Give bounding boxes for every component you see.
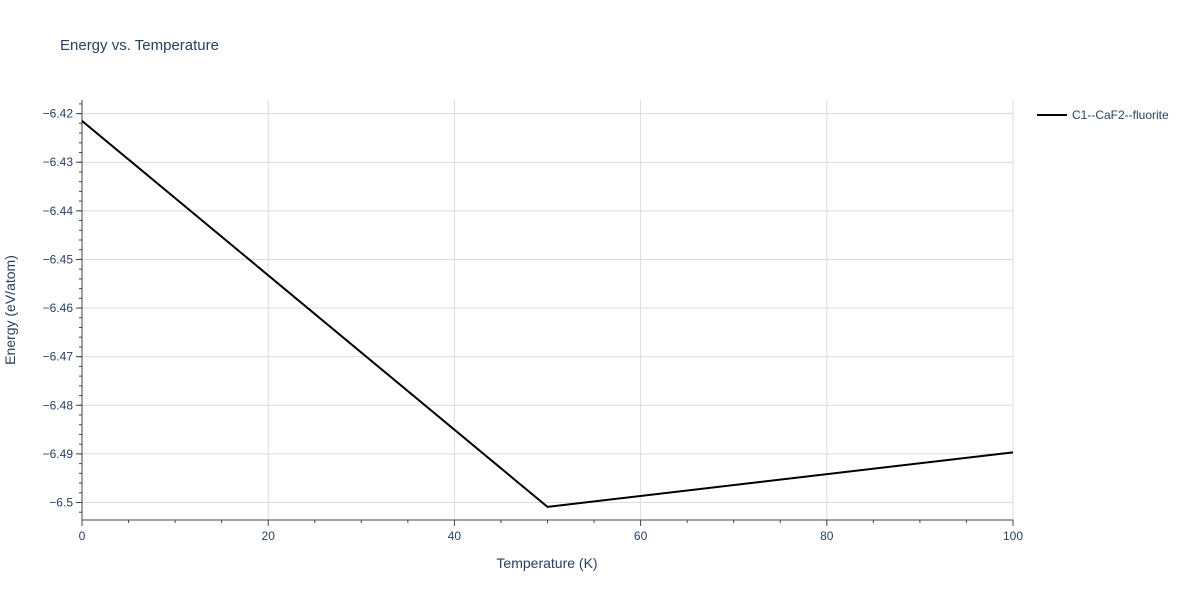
chart-title: Energy vs. Temperature xyxy=(60,37,219,54)
x-tick-label: 100 xyxy=(1003,529,1023,543)
x-tick-label: 80 xyxy=(820,529,834,543)
y-tick-label: −6.48 xyxy=(43,398,74,412)
y-tick-label: −6.43 xyxy=(43,155,74,169)
y-tick-label: −6.44 xyxy=(43,204,74,218)
y-tick-label: −6.5 xyxy=(49,496,73,510)
x-tick-label: 0 xyxy=(79,529,86,543)
grid-layer xyxy=(82,100,1014,520)
x-axis-title: Temperature (K) xyxy=(496,555,597,571)
legend-label: C1--CaF2--fluorite xyxy=(1072,108,1169,122)
y-tick-label: −6.46 xyxy=(43,301,74,315)
y-tick-label: −6.49 xyxy=(43,447,74,461)
y-axis-title: Energy (eV/atom) xyxy=(2,255,18,365)
axes-layer: 0 20 40 60 80 100 −6.5 −6.49 −6.48 −6.47 −6.46 −6.4… xyxy=(43,100,1023,543)
series-layer xyxy=(81,120,1014,508)
y-tick-label: −6.45 xyxy=(43,252,74,266)
series-line xyxy=(81,120,1014,508)
y-tick-label: −6.47 xyxy=(43,350,74,364)
x-tick-label: 60 xyxy=(634,529,648,543)
x-tick-label: 40 xyxy=(448,529,462,543)
y-tick-label: −6.42 xyxy=(43,107,74,121)
legend[interactable]: C1--CaF2--fluorite xyxy=(1037,108,1169,122)
x-tick-label: 20 xyxy=(262,529,276,543)
